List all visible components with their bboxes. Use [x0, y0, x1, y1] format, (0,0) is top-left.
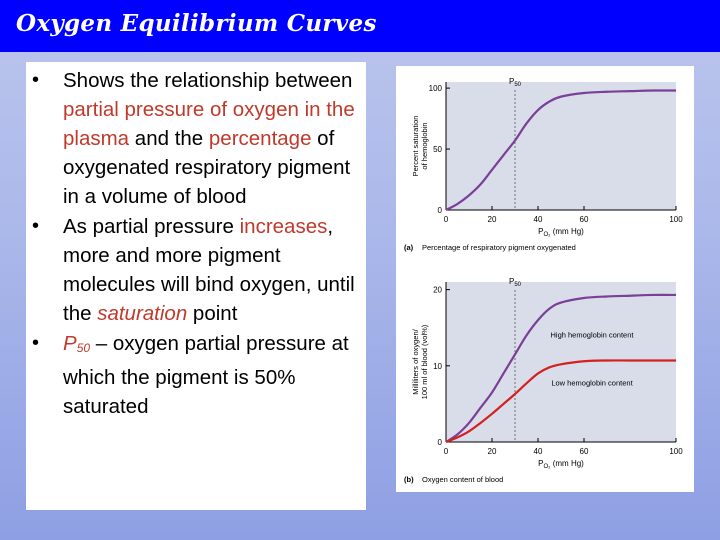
slide-title: Oxygen Equilibrium Curves — [16, 10, 377, 37]
x-tick-label: 0 — [444, 215, 449, 224]
x-axis-label: PO₂ (mm Hg) — [538, 459, 584, 470]
y-axis-label-line-2: of hemoglobin — [420, 122, 429, 169]
x-axis-label: PO₂ (mm Hg) — [538, 227, 584, 238]
x-tick-label: 40 — [534, 447, 543, 456]
series-label-2: Low hemoglobin content — [551, 379, 633, 388]
series-line-1 — [445, 89, 677, 211]
figure-caption: Percentage of respiratory pigment oxygen… — [422, 243, 576, 252]
figure-panel: 0 20 40 60 100 0 50 100 P50 PO₂ (mm Hg) Percent sa… — [396, 66, 694, 492]
y-axis-label-line-1: Milliliters of oxygen/ — [411, 328, 420, 394]
bullet-1-text-a: Shows the relationship between — [63, 69, 353, 92]
bullet-2-text-b: , more and more pigment molecules will b… — [63, 215, 355, 325]
bullet-1-highlight-b: percentage — [208, 127, 312, 150]
x-tick-label: 40 — [534, 215, 543, 224]
bullet-dot-icon: • — [32, 69, 40, 91]
text-panel: • Shows the relationship between partial … — [26, 62, 366, 510]
p50-marker-sub: 50 — [514, 282, 521, 288]
x-axis-label-unit: (mm Hg) — [551, 227, 585, 236]
series-line-1 — [445, 293, 677, 443]
bullet-dot-icon: • — [32, 332, 40, 354]
bullet-3-p50: P50 — [63, 332, 90, 355]
x-axis-label-unit: (mm Hg) — [551, 459, 585, 468]
x-tick-label: 0 — [444, 447, 449, 456]
title-bar: Oxygen Equilibrium Curves — [0, 0, 720, 52]
bullet-2-highlight-b: saturation — [97, 302, 188, 325]
plot-area — [446, 82, 676, 210]
figure-caption: Oxygen content of blood — [422, 475, 503, 484]
bullet-item-1: • Shows the relationship between partial … — [26, 66, 366, 211]
bullet-3-p-sub: 50 — [76, 341, 91, 355]
x-axis-label-sub: O₂ — [544, 464, 552, 470]
bullet-2-highlight-a: increases — [239, 215, 328, 238]
chart-panel-1: 0 20 40 60 100 0 50 100 P50 PO₂ (mm Hg) Percent sa… — [404, 77, 683, 252]
x-tick-label: 60 — [580, 447, 589, 456]
bullet-2-text-a: As partial pressure — [63, 215, 240, 238]
y-tick-label: 20 — [433, 286, 442, 295]
y-tick-label: 100 — [429, 84, 443, 93]
bullet-3-p: P — [63, 332, 77, 355]
series-line-2 — [445, 359, 676, 444]
y-tick-label: 50 — [433, 145, 442, 154]
x-tick-label: 60 — [580, 215, 589, 224]
p50-marker-sub: 50 — [514, 82, 521, 88]
bullet-1-highlight-a: partial pressure of oxygen in the plasma — [63, 98, 355, 150]
bullet-1-text-b: and the — [129, 127, 209, 150]
p50-marker-label: P50 — [509, 277, 522, 288]
p50-marker-label: P50 — [509, 77, 522, 88]
bullet-1-text-c: of oxygenated respiratory pigment in a v… — [63, 127, 351, 208]
y-tick-label: 10 — [433, 362, 442, 371]
x-tick-label: 20 — [488, 447, 497, 456]
bullet-item-3: • P50 – oxygen partial pressure at which … — [26, 329, 366, 421]
x-tick-label: 20 — [488, 215, 497, 224]
x-axis-label-sub: O₂ — [544, 232, 552, 238]
y-tick-label: 0 — [438, 438, 443, 447]
y-axis-label-line-1: Percent saturation — [411, 116, 420, 177]
chart-panel-2: 0 20 40 60 100 0 10 20 P50 PO₂ (mm Hg) Milliliters… — [404, 277, 683, 484]
x-tick-label: 100 — [669, 215, 683, 224]
y-axis-label-line-2: 100 ml of blood (vol%) — [420, 324, 429, 399]
plot-area — [446, 282, 676, 442]
bullet-dot-icon: • — [32, 215, 40, 237]
series-label-1: High hemoglobin content — [551, 331, 635, 340]
bullet-item-2: • As partial pressure increases, more and… — [26, 212, 366, 328]
bullet-3-text: – oxygen partial pressure at which the p… — [63, 332, 349, 418]
figure-caption-letter: (a) — [404, 243, 414, 252]
bullet-2-text-c: point — [187, 302, 238, 325]
figure-caption-letter: (b) — [404, 475, 414, 484]
bullet-list: • Shows the relationship between partial … — [26, 66, 366, 422]
y-tick-label: 0 — [438, 206, 443, 215]
x-tick-label: 100 — [669, 447, 683, 456]
